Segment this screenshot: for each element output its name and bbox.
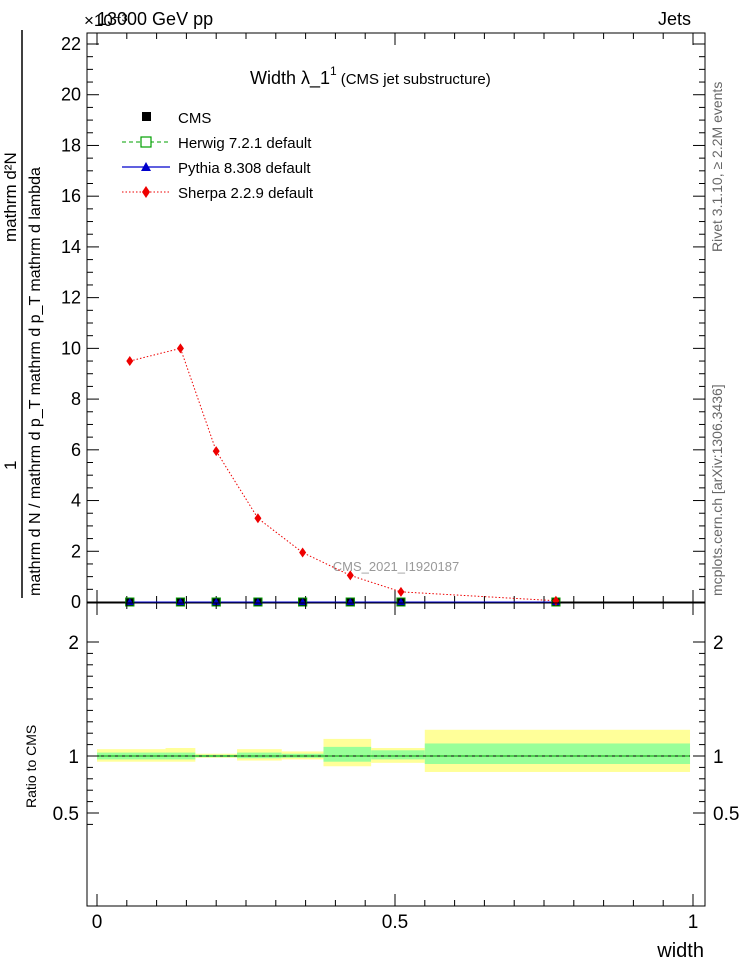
data-point-sherpa <box>299 547 307 558</box>
plot-title-main: Width λ_1 <box>250 68 330 89</box>
watermark: CMS_2021_I1920187 <box>333 559 460 574</box>
y-axis-label-numerator: 1 <box>1 461 20 470</box>
ratio-y-tick-label: 1 <box>68 747 79 768</box>
ratio-band-inner <box>371 750 425 760</box>
ratio-y-tick-label-right: 0.5 <box>713 804 739 825</box>
y-axis-label-top: mathrm d²N <box>1 152 20 242</box>
data-point-sherpa <box>346 570 354 581</box>
plot-title-sup: 1 <box>330 64 337 78</box>
main-y-tick-label: 20 <box>61 85 81 105</box>
ratio-y-tick-label: 2 <box>68 633 79 654</box>
legend-label-sherpa: Sherpa 2.2.9 default <box>178 185 314 202</box>
ratio-x-ticks: 0 0.5 1 <box>92 603 699 933</box>
x-tick-label: 0 <box>92 912 103 933</box>
data-point-sherpa <box>254 513 262 524</box>
legend-label-herwig: Herwig 7.2.1 default <box>178 135 312 152</box>
legend-marker-sherpa <box>142 186 150 198</box>
legend-label-pythia: Pythia 8.308 default <box>178 160 311 177</box>
ratio-band-inner <box>323 746 372 762</box>
ratio-y-tick-label-right: 2 <box>713 633 724 654</box>
data-point-herwig <box>253 597 263 607</box>
main-y-ticks: 0 2 4 6 8 10 12 14 16 18 20 22 <box>61 34 705 612</box>
data-point-sherpa <box>212 446 220 457</box>
main-y-tick-label: 18 <box>61 135 81 155</box>
main-y-tick-label: 8 <box>71 389 81 409</box>
main-y-tick-label: 10 <box>61 338 81 358</box>
main-panel: 0 2 4 6 8 10 12 14 16 18 20 22 CMS_2021_I1920187 Wi… <box>61 32 706 612</box>
data-point-sherpa <box>126 356 134 367</box>
x-axis-label: width <box>656 940 704 962</box>
ratio-y-axis-label: Ratio to CMS <box>23 725 39 808</box>
x-tick-label: 1 <box>688 912 699 933</box>
main-y-tick-label: 4 <box>71 491 81 511</box>
main-y-tick-label: 0 <box>71 592 81 612</box>
main-y-tick-label: 22 <box>61 34 81 54</box>
data-point-sherpa <box>176 343 184 354</box>
ratio-y-tick-label-right: 1 <box>713 747 724 768</box>
ratio-plot-frame <box>86 602 706 907</box>
main-x-ticks <box>96 33 694 602</box>
energy-label: 13000 GeV pp <box>97 9 213 29</box>
ratio-band-inner <box>424 743 691 764</box>
main-y-tick-label: 16 <box>61 186 81 206</box>
legend-item-pythia: Pythia 8.308 default <box>122 160 311 177</box>
legend-marker-herwig <box>140 136 152 148</box>
ratio-panel: 0.5 0.51 12 2 0 0.5 1 Ratio to CMS width <box>23 602 740 962</box>
main-y-tick-label: 2 <box>71 541 81 561</box>
main-y-tick-label: 14 <box>61 237 81 257</box>
ratio-bands <box>97 729 691 772</box>
process-label: Jets <box>658 9 691 29</box>
legend-marker-cms <box>142 112 151 121</box>
exponent-label: ×10⁻³ <box>84 11 128 30</box>
ratio-band-inner <box>237 752 282 759</box>
legend-label-cms: CMS <box>178 110 211 127</box>
legend-item-cms: CMS <box>142 110 211 127</box>
main-y-tick-label: 12 <box>61 288 81 308</box>
ratio-y-tick-label: 0.5 <box>53 804 79 825</box>
data-point-sherpa <box>397 586 405 597</box>
x-tick-label: 0.5 <box>382 912 408 933</box>
legend-item-sherpa: Sherpa 2.2.9 default <box>122 185 314 202</box>
legend-item-herwig: Herwig 7.2.1 default <box>122 135 312 152</box>
mcplots-label: mcplots.cern.ch [arXiv:1306.3436] <box>709 384 725 596</box>
ratio-y-ticks: 0.5 0.5 1 1 2 2 <box>53 633 740 825</box>
y-axis-label-denominator: mathrm d N / mathrm d p_T mathrm d p_T m… <box>27 167 44 596</box>
legend: CMS Herwig 7.2.1 default Pythia 8.308 de… <box>122 110 314 202</box>
main-y-tick-label: 6 <box>71 440 81 460</box>
legend-marker-pythia <box>141 162 151 171</box>
plot-title: Width λ_11 (CMS jet substructure) <box>250 64 491 89</box>
plot-title-note: (CMS jet substructure) <box>341 71 491 88</box>
series-line-sherpa <box>129 347 556 602</box>
rivet-label: Rivet 3.1.10, ≥ 2.2M events <box>709 82 725 252</box>
